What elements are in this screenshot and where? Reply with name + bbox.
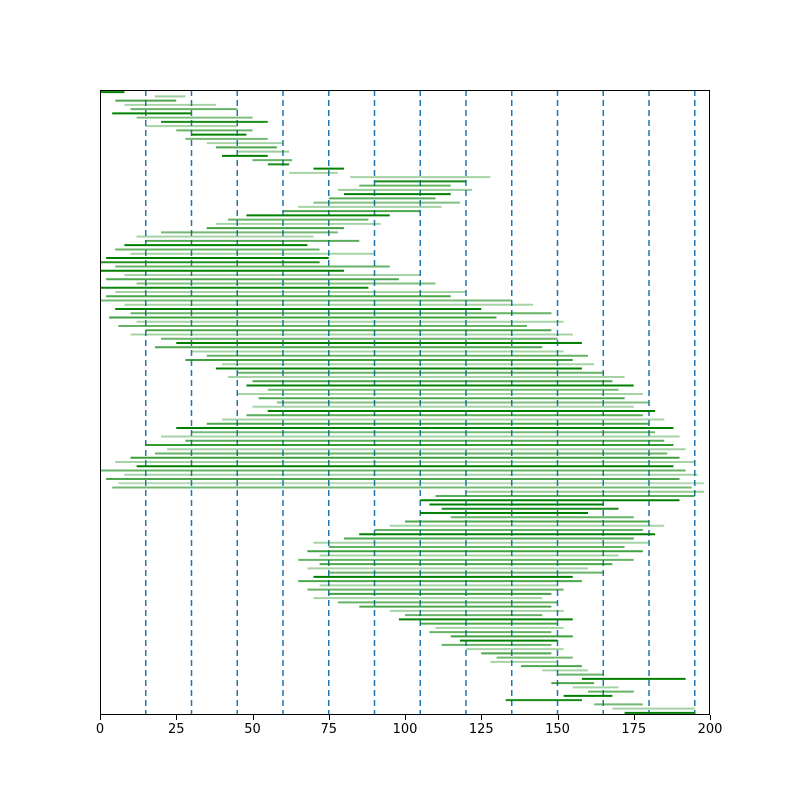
chart-canvas [100, 90, 710, 715]
x-tick-label: 25 [167, 722, 185, 737]
x-tick-label: 175 [621, 722, 647, 737]
x-tick-label: 50 [244, 722, 261, 737]
x-tick-label: 0 [95, 722, 105, 737]
x-tick-mark [252, 715, 254, 720]
x-tick-mark [481, 715, 483, 720]
x-tick-mark [405, 715, 406, 720]
x-tick-mark [633, 715, 635, 720]
x-tick-label: 200 [697, 722, 723, 737]
x-tick-mark [176, 715, 178, 720]
x-tick-mark [710, 715, 711, 720]
x-tick-label: 125 [468, 722, 494, 737]
plot-area [100, 90, 710, 715]
x-tick-label: 100 [392, 722, 418, 737]
x-tick-label: 75 [320, 722, 338, 737]
x-tick-mark [100, 715, 101, 720]
x-tick-mark [557, 715, 559, 720]
x-tick-mark [328, 715, 330, 720]
plot-frame [100, 90, 710, 715]
x-tick-label: 150 [545, 722, 570, 737]
